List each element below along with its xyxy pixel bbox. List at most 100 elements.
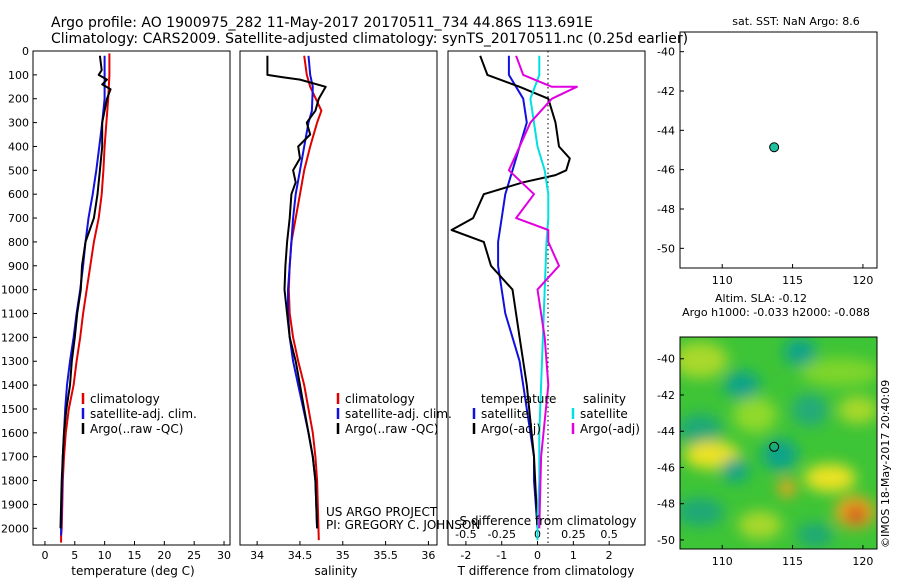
depth-tick-label: 1300 [1, 355, 29, 368]
map-y-tick-label: -50 [657, 534, 675, 547]
legend-label: climatology [90, 392, 160, 406]
temperature-satellite-line [497, 55, 539, 529]
pi-annotation: PI: GREGORY C. JOHNSON [326, 518, 480, 532]
satellite-adj-clim-line [60, 55, 106, 536]
depth-tick-label: 0 [22, 45, 29, 58]
depth-tick-label: 700 [8, 212, 29, 225]
difference-plot-frame [447, 50, 646, 546]
temperature-panel: 0100200300400500600700800900100011001200… [1, 45, 231, 578]
depth-tick-label: 400 [8, 140, 29, 153]
t-difference-label: T difference from climatology [457, 564, 635, 578]
header-line2: Climatology: CARS2009. Satellite-adjuste… [51, 31, 688, 47]
x-tick-label: 25 [187, 549, 201, 562]
x-tick-label: 15 [127, 549, 141, 562]
x-tick-label: 5 [71, 549, 78, 562]
depth-tick-label: 800 [8, 236, 29, 249]
x-tick-label: 0 [41, 549, 48, 562]
depth-tick-label: 2000 [1, 522, 29, 535]
x-tick-label: 34.5 [288, 549, 313, 562]
map-x-tick-label: 115 [782, 555, 803, 568]
x-tick-label: 0 [534, 549, 541, 562]
legend-label: Argo(..raw -QC) [345, 422, 438, 436]
salinity-x-label: salinity [314, 564, 357, 578]
legend-title-salinity: salinity [583, 392, 626, 406]
depth-tick-label: 200 [8, 93, 29, 106]
argo-location-marker [769, 441, 780, 452]
map-y-tick-label: -46 [657, 461, 675, 474]
map-x-tick-label: 120 [852, 555, 873, 568]
temperature-x-label: temperature (deg C) [71, 564, 194, 578]
map-x-tick-label: 110 [712, 274, 733, 287]
depth-tick-label: 1100 [1, 308, 29, 321]
imos-timestamp-label: ©IMOS 18-May-2017 20:40:09 [879, 380, 892, 548]
depth-tick-label: 100 [8, 69, 29, 82]
argo-raw-qc-line [266, 55, 327, 529]
depth-tick-label: 1800 [1, 475, 29, 488]
map-y-tick-label: -40 [657, 353, 675, 366]
depth-tick-label: 500 [8, 164, 29, 177]
depth-tick-label: 1600 [1, 427, 29, 440]
sla-subtitle: Argo h1000: -0.033 h2000: -0.088 [682, 306, 870, 319]
map-y-tick-label: -44 [657, 124, 675, 137]
legend-label: satellite-adj. clim. [90, 407, 197, 421]
header-line1: Argo profile: AO 1900975_282 11-May-2017… [51, 15, 593, 31]
s-diff-tick-label: -0.5 [455, 528, 476, 541]
difference-panel: -2 -1 0 1 2 -0.5 -0.25 0 0.25 0.5 temperature sal… [447, 50, 646, 578]
map-y-tick-label: -44 [657, 425, 675, 438]
map-x-tick-label: 110 [712, 555, 733, 568]
x-tick-label: 10 [98, 549, 112, 562]
x-tick-label: 36 [421, 549, 435, 562]
depth-tick-label: 1400 [1, 379, 29, 392]
legend-label: satellite [580, 407, 628, 421]
sla-title: Altim. SLA: -0.12 [715, 292, 807, 305]
map-y-tick-label: -46 [657, 164, 675, 177]
sst-title: sat. SST: NaN Argo: 8.6 [732, 15, 859, 28]
legend-label: satellite-adj. clim. [345, 407, 452, 421]
legend-label: Argo(-adj) [580, 422, 640, 436]
sst-plot-frame [679, 31, 878, 269]
depth-tick-label: 1200 [1, 331, 29, 344]
map-y-tick-label: -48 [657, 498, 675, 511]
difference-legend: temperature salinitysatelliteArgo(-adj)sa… [472, 392, 640, 436]
map-y-tick-label: -40 [657, 46, 675, 59]
map-x-tick-label: 115 [782, 274, 803, 287]
map-x-tick-label: 120 [852, 274, 873, 287]
depth-tick-label: 300 [8, 117, 29, 130]
s-diff-tick-label: 0.25 [561, 528, 586, 541]
sla-map-panel: Altim. SLA: -0.12 Argo h1000: -0.033 h20… [657, 292, 892, 568]
legend-label: satellite [481, 407, 529, 421]
map-y-tick-label: -42 [657, 389, 675, 402]
salinity-argo-adj-line [507, 55, 578, 529]
legend-label: Argo(-adj) [481, 422, 541, 436]
sla-plot-frame [679, 336, 878, 550]
climatology-line [287, 55, 323, 541]
x-tick-label: 34 [250, 549, 264, 562]
salinity-panel: 34 34.5 35 35.5 36 climatologysatellite-adj.… [239, 50, 480, 578]
s-difference-label: S difference from climatology [460, 514, 637, 528]
legend-label: Argo(..raw -QC) [90, 422, 183, 436]
x-tick-label: 35 [336, 549, 350, 562]
sst-map-panel: sat. SST: NaN Argo: 8.6 110 115 120 -40 -42 -… [657, 15, 878, 287]
salinity-plot-frame [239, 50, 438, 546]
depth-tick-label: 1000 [1, 284, 29, 297]
argo-location-marker [769, 142, 780, 153]
x-tick-label: 35.5 [373, 549, 398, 562]
map-y-tick-label: -48 [657, 203, 675, 216]
x-tick-label: 30 [217, 549, 231, 562]
temperature-plot-frame [32, 50, 231, 546]
depth-tick-label: 900 [8, 260, 29, 273]
project-annotation: US ARGO PROJECT [326, 505, 438, 519]
sla-heatmap [680, 337, 877, 549]
x-tick-label: 1 [570, 549, 577, 562]
x-tick-label: 2 [606, 549, 613, 562]
depth-tick-label: 1900 [1, 498, 29, 511]
map-y-tick-label: -42 [657, 85, 675, 98]
map-y-tick-label: -50 [657, 242, 675, 255]
x-tick-label: -1 [496, 549, 507, 562]
s-diff-tick-label: 0.5 [600, 528, 618, 541]
depth-tick-label: 1700 [1, 451, 29, 464]
s-diff-tick-label: -0.25 [487, 528, 515, 541]
